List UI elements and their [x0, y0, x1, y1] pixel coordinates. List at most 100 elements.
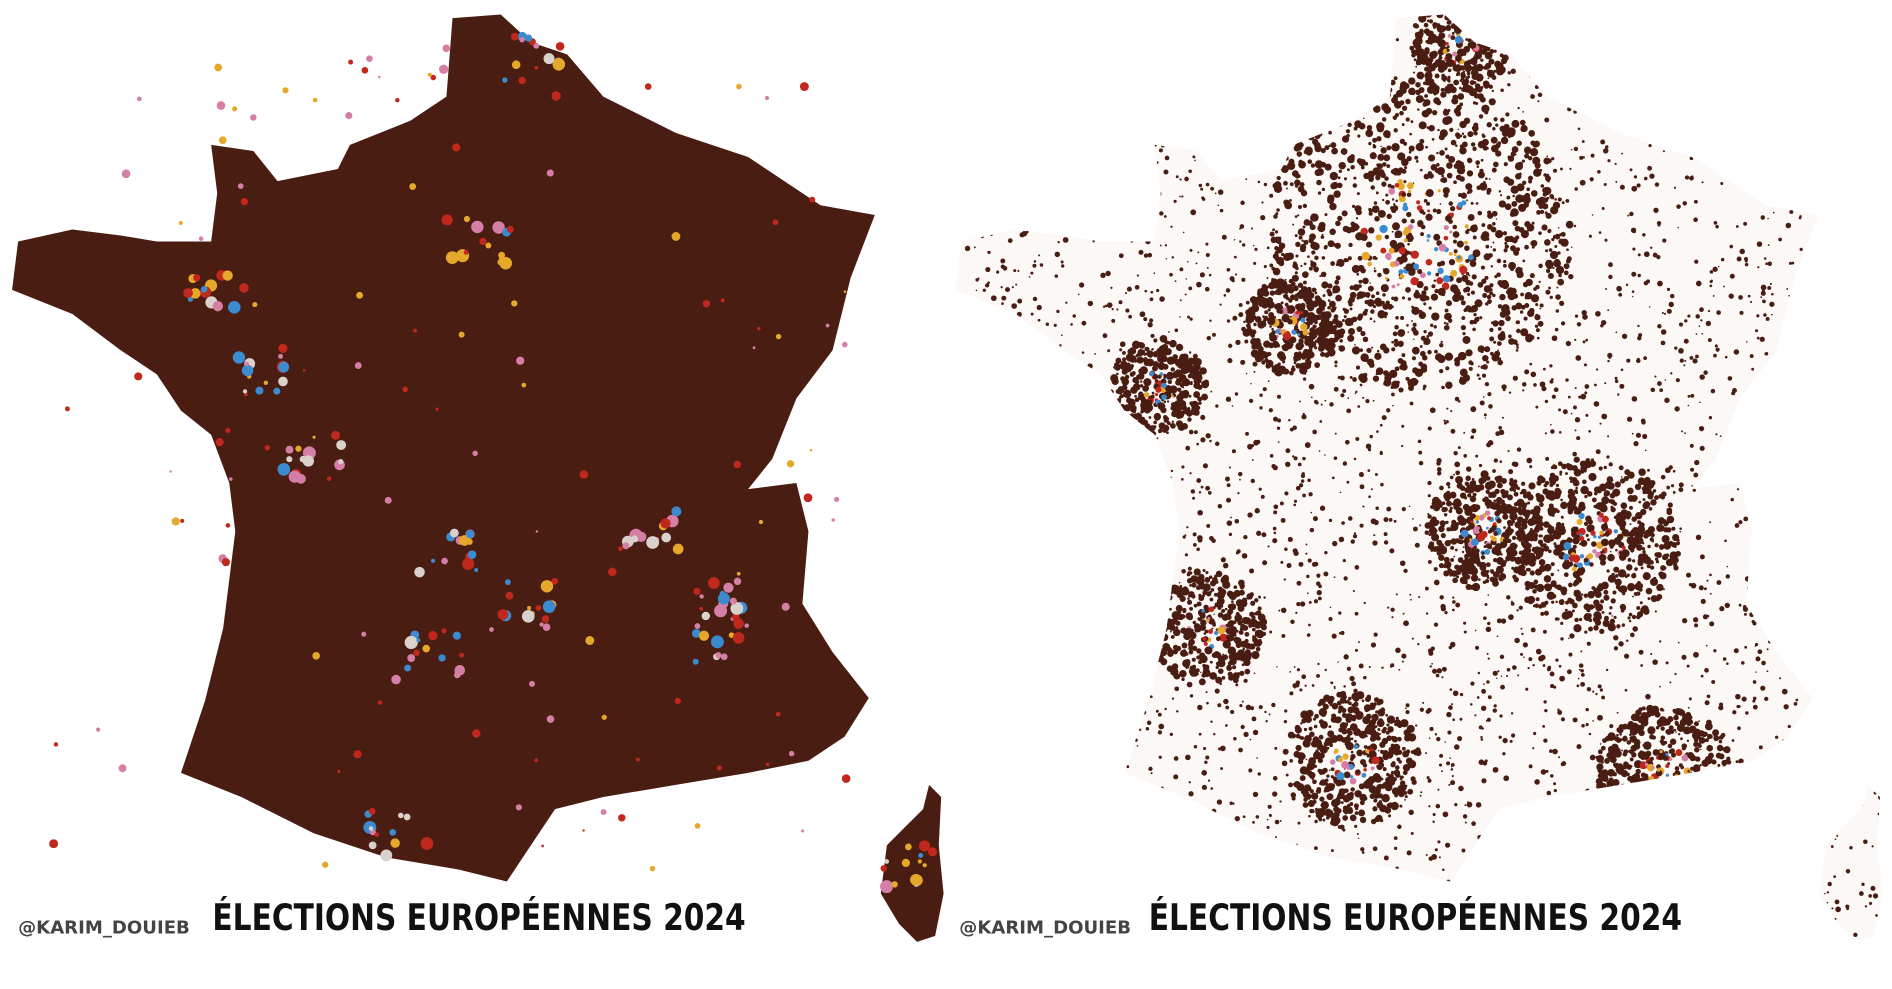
dot: [1293, 666, 1296, 668]
dot: [1866, 635, 1872, 641]
dot: [1614, 14, 1619, 16]
dot: [1413, 14, 1418, 17]
dot: [1605, 668, 1609, 672]
dot: [1835, 232, 1839, 236]
dot: [1857, 591, 1861, 595]
dot: [1609, 618, 1616, 625]
dot: [1368, 665, 1371, 669]
blob: [374, 832, 380, 838]
dot: [1483, 683, 1485, 685]
blob: [521, 609, 535, 623]
dot: [1465, 259, 1470, 264]
dot: [1054, 385, 1058, 389]
dot: [1197, 251, 1200, 254]
dot: [1819, 922, 1826, 929]
dot: [1373, 25, 1379, 31]
dot: [1506, 595, 1511, 600]
blob: [218, 136, 227, 145]
dot: [1685, 38, 1691, 44]
dot: [1365, 129, 1374, 138]
dot: [1292, 455, 1295, 458]
dot: [1828, 220, 1834, 226]
dot: [1082, 528, 1087, 534]
dot: [1452, 94, 1459, 101]
dot: [1757, 803, 1759, 806]
blob: [171, 517, 180, 526]
blob: [278, 376, 288, 387]
dot: [1665, 800, 1670, 805]
dot: [1578, 395, 1582, 399]
dot: [1861, 223, 1866, 228]
blob: [252, 301, 258, 308]
dot: [1551, 60, 1554, 63]
blob: [356, 291, 364, 299]
blob: [169, 470, 172, 473]
dot: [1632, 127, 1636, 131]
dot: [956, 171, 958, 173]
dot: [1206, 523, 1211, 528]
dot: [1323, 38, 1328, 43]
dot: [1743, 853, 1747, 857]
dot: [1763, 200, 1766, 203]
dot: [1272, 526, 1277, 531]
dot: [1196, 36, 1198, 38]
dot: [1299, 182, 1305, 188]
dot: [1033, 804, 1037, 807]
dot: [987, 250, 991, 255]
dot: [1267, 380, 1270, 383]
dot: [1331, 849, 1334, 853]
dot: [1631, 432, 1634, 435]
dot: [1834, 917, 1837, 921]
dot: [1002, 265, 1008, 271]
dot: [1126, 560, 1131, 565]
dot: [1128, 433, 1135, 439]
dot: [1398, 269, 1404, 275]
dot: [1708, 778, 1712, 782]
dot: [1437, 471, 1442, 476]
dot: [1491, 44, 1493, 47]
dot: [1391, 143, 1400, 152]
dot: [1058, 880, 1064, 886]
dot: [1802, 163, 1808, 169]
dot: [1536, 336, 1540, 340]
blob: [472, 729, 481, 738]
dot: [1624, 688, 1628, 692]
dot: [1873, 407, 1875, 410]
dot: [1434, 349, 1438, 354]
blob: [511, 60, 521, 70]
blob: [295, 445, 302, 452]
dot: [1798, 296, 1801, 300]
dot: [1688, 20, 1694, 26]
dot: [1011, 487, 1015, 492]
dot: [1600, 319, 1607, 326]
dot: [1441, 666, 1447, 672]
dot: [1689, 443, 1694, 448]
dot: [1269, 16, 1272, 19]
dot: [1090, 683, 1097, 689]
dot: [1880, 270, 1883, 274]
dot: [965, 340, 969, 345]
dot: [1669, 681, 1672, 684]
dot: [1436, 467, 1442, 472]
dot: [1512, 665, 1517, 670]
dot: [1322, 272, 1326, 275]
dot: [1171, 697, 1175, 700]
dot: [1277, 441, 1280, 443]
dot: [1523, 57, 1526, 60]
dot: [1666, 30, 1673, 36]
dot: [1056, 754, 1060, 758]
dot: [1784, 931, 1789, 936]
dot: [1114, 182, 1121, 189]
dot: [1230, 709, 1235, 715]
dot: [1306, 26, 1312, 32]
dot: [1446, 761, 1451, 766]
dot: [978, 906, 984, 912]
dot: [1809, 836, 1815, 842]
dot: [1000, 285, 1003, 289]
blob: [187, 296, 194, 302]
blob: [403, 813, 411, 821]
dot: [1401, 296, 1406, 300]
dot: [1005, 859, 1008, 863]
dot: [1393, 203, 1396, 206]
dot: [1084, 606, 1089, 611]
